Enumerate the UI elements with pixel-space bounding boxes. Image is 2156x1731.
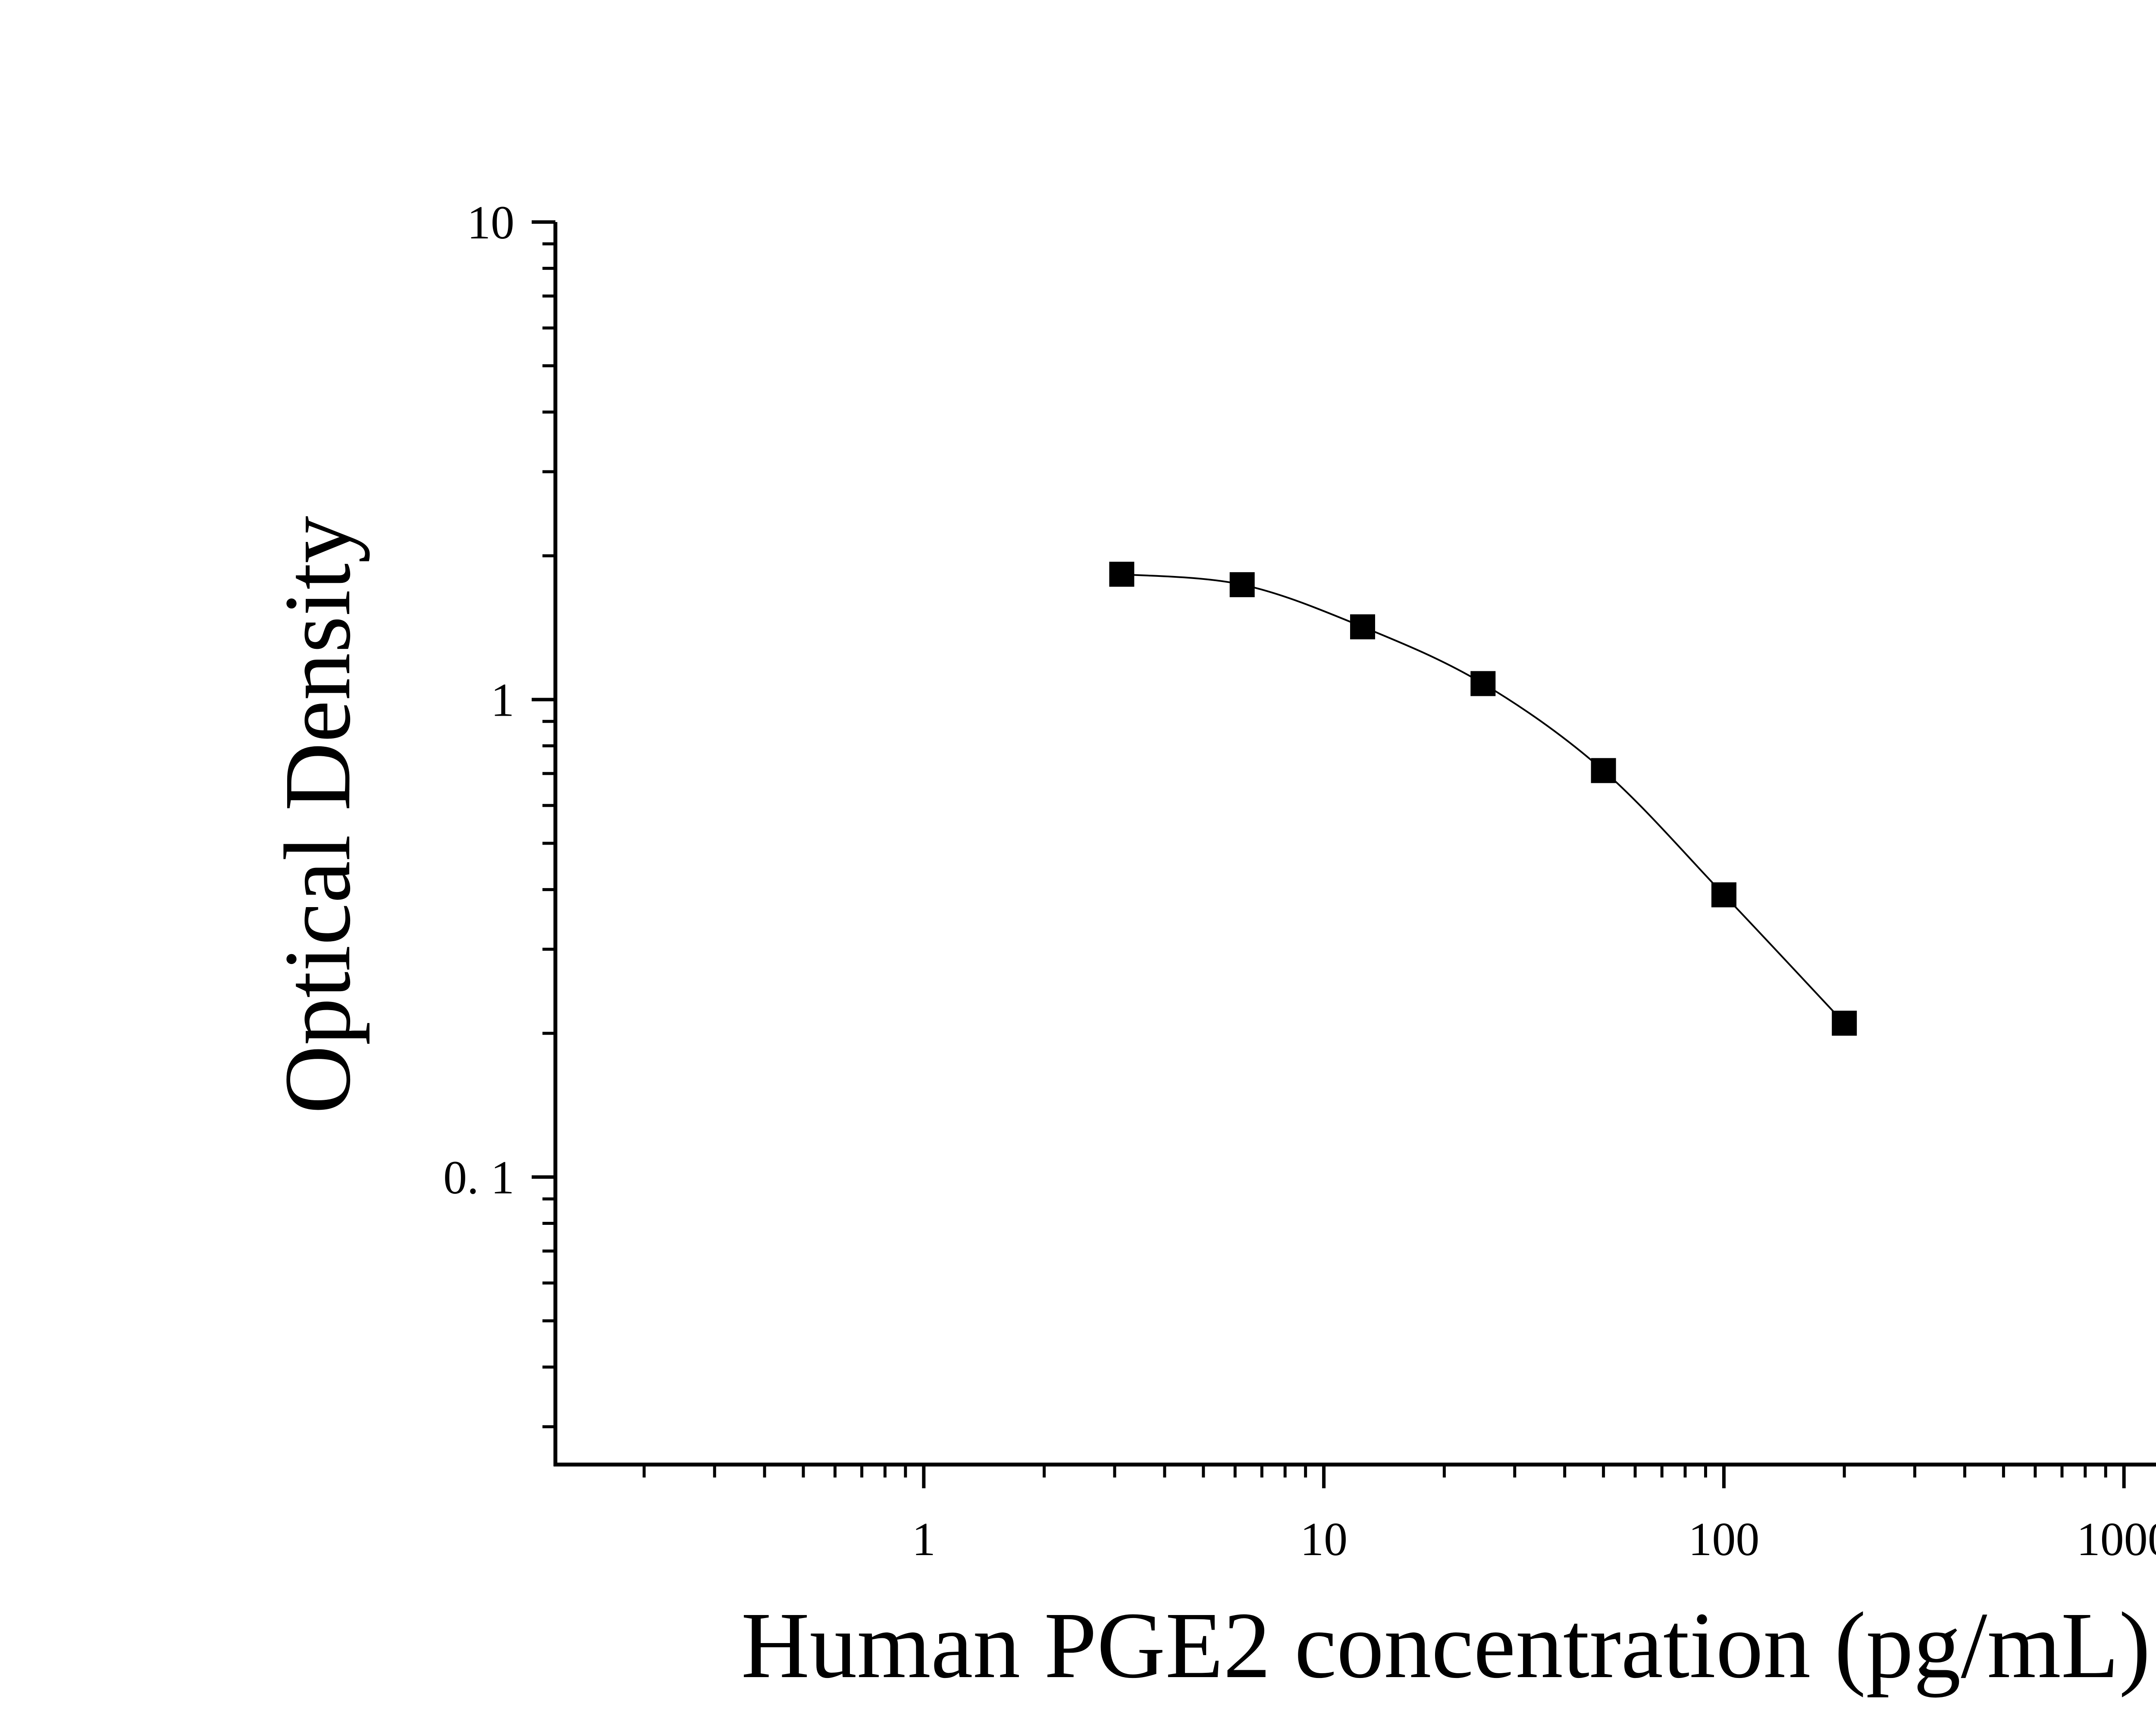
x-tick-label: 100 bbox=[1688, 1513, 1759, 1565]
y-tick-label: 0. 1 bbox=[443, 1151, 514, 1204]
y-tick-label: 1 bbox=[491, 674, 514, 726]
y-major-ticks: 0. 1 1 10 bbox=[443, 196, 555, 1204]
data-point bbox=[1711, 882, 1736, 908]
y-minor-ticks bbox=[542, 242, 555, 1428]
data-point bbox=[1591, 758, 1616, 783]
fit-curve bbox=[1122, 573, 1845, 1024]
data-points bbox=[1109, 561, 1857, 1036]
y-axis-title: Optical Density bbox=[265, 516, 370, 1114]
x-axis-title: Human PGE2 concentration (pg/mL) bbox=[741, 1593, 2151, 1698]
data-point bbox=[1229, 572, 1255, 598]
x-minor-ticks bbox=[642, 1465, 2107, 1477]
x-tick-label: 10 bbox=[1300, 1513, 1348, 1565]
data-point bbox=[1350, 614, 1376, 639]
y-tick-label: 10 bbox=[467, 196, 514, 249]
x-tick-label: 1 bbox=[912, 1513, 936, 1565]
data-point bbox=[1470, 671, 1496, 696]
data-point bbox=[1109, 561, 1134, 587]
data-point bbox=[1832, 1011, 1857, 1036]
